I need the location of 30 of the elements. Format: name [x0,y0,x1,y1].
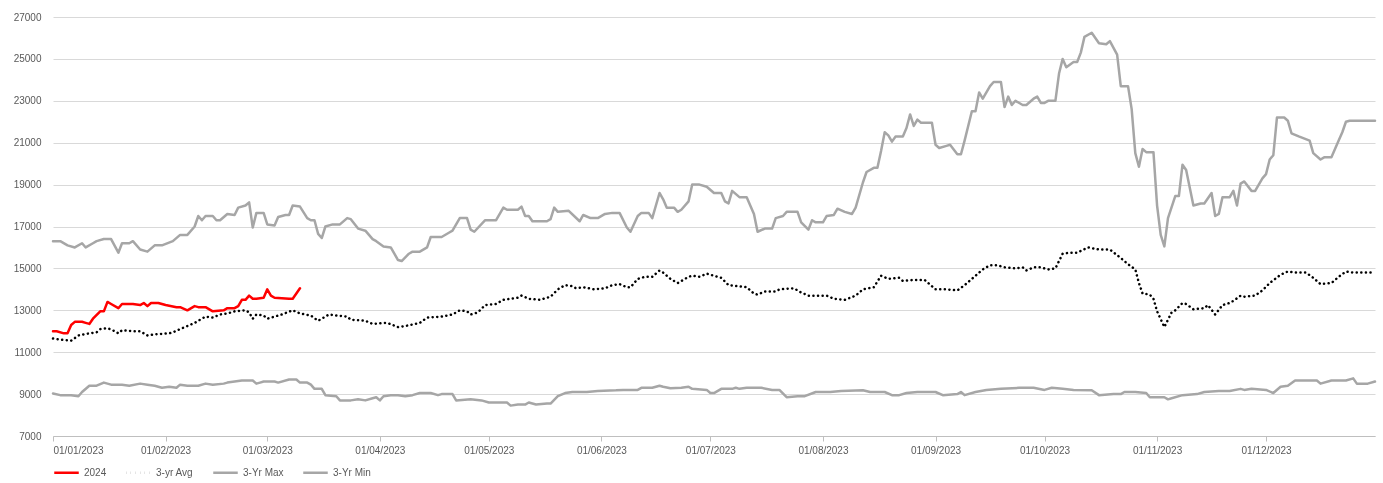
x-tick-label: 01/08/2023 [798,444,849,456]
x-tick-label: 01/04/2023 [355,444,406,456]
x-tick-label: 01/12/2023 [1241,444,1292,456]
x-tick-label: 01/07/2023 [685,444,737,456]
legend-label: 3-Yr Max [243,466,284,478]
x-tick-label: 01/01/2023 [53,444,104,456]
y-tick-label: 15000 [13,262,42,274]
x-tick-label: 01/02/2023 [141,444,192,456]
legend-label: 3-yr Avg [156,466,193,478]
x-tick-label: 01/06/2023 [576,444,628,456]
y-tick-label: 25000 [13,53,42,65]
y-tick-label: 21000 [13,137,42,149]
y-tick-label: 11000 [14,346,42,358]
x-tick-label: 01/10/2023 [1019,444,1071,456]
y-tick-label: 7000 [19,430,42,442]
legend-label: 3-Yr Min [333,466,371,478]
legend-label: 2024 [84,466,107,478]
y-tick-label: 27000 [13,11,42,23]
line-series [51,31,1377,263]
x-tick-label: 01/11/2023 [1132,444,1183,456]
y-tick-label: 19000 [13,179,42,191]
line-series [51,287,302,335]
x-tick-label: 01/09/2023 [911,444,962,456]
x-tick-label: 01/03/2023 [242,444,294,456]
y-tick-label: 17000 [13,221,42,232]
line-series [51,377,1377,407]
y-tick-label: 13000 [13,304,42,316]
y-tick-label: 23000 [13,95,42,107]
x-tick-label: 01/05/2023 [464,444,515,456]
y-tick-label: 9000 [19,388,42,400]
